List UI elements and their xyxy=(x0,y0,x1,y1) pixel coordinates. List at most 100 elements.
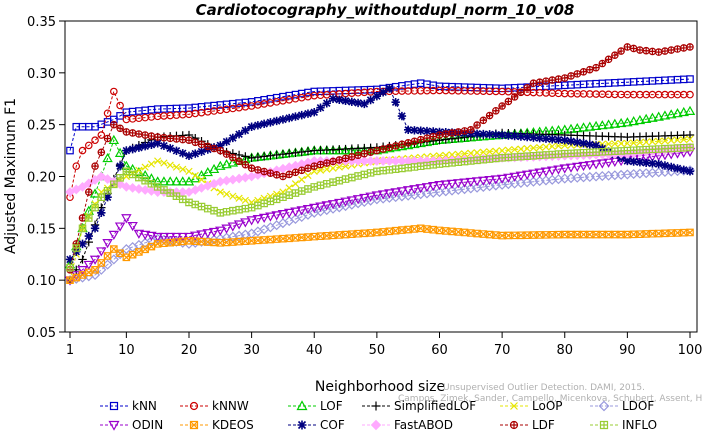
data-point xyxy=(446,179,458,189)
data-point xyxy=(360,149,369,158)
data-point xyxy=(479,148,487,156)
data-point xyxy=(371,191,383,201)
data-point xyxy=(479,129,488,139)
data-point xyxy=(166,134,175,143)
data-point xyxy=(304,185,312,193)
data-point xyxy=(322,159,331,167)
legend-item-fastabod: FastABOD xyxy=(362,418,453,432)
data-point xyxy=(479,116,488,125)
data-point xyxy=(277,210,289,220)
data-point xyxy=(540,167,552,177)
data-point xyxy=(310,108,319,117)
data-point xyxy=(297,147,306,157)
data-point xyxy=(541,134,551,143)
data-point xyxy=(410,163,419,171)
data-point xyxy=(416,126,425,135)
watermark-line-2: Campos, Zimek, Sander, Campello, Micenko… xyxy=(398,394,702,404)
data-point xyxy=(260,236,268,244)
data-point xyxy=(152,233,163,244)
data-point xyxy=(190,231,201,241)
data-point xyxy=(529,133,538,142)
data-point xyxy=(435,131,444,139)
data-point xyxy=(78,146,87,155)
x-tick-label: 70 xyxy=(494,343,511,358)
data-point xyxy=(108,134,120,145)
data-point xyxy=(158,176,170,186)
data-point xyxy=(260,167,268,176)
data-point xyxy=(103,193,112,202)
data-point xyxy=(590,120,602,131)
data-point xyxy=(491,130,501,139)
data-point xyxy=(354,151,362,159)
data-point xyxy=(548,142,556,151)
data-point xyxy=(536,143,544,152)
data-point xyxy=(346,196,358,206)
data-point xyxy=(554,230,563,239)
data-point xyxy=(573,138,582,147)
data-point xyxy=(423,134,431,142)
data-point xyxy=(365,192,376,202)
data-point xyxy=(84,231,93,241)
series-kdeos xyxy=(66,224,694,284)
data-point xyxy=(66,146,74,155)
data-point xyxy=(573,70,582,78)
y-axis: 0.05 0.10 0.15 0.20 0.25 0.30 0.35 xyxy=(27,15,65,341)
data-point xyxy=(366,169,375,177)
data-point xyxy=(510,131,519,141)
data-point xyxy=(178,135,187,144)
data-point xyxy=(352,195,364,205)
data-point xyxy=(347,97,357,107)
data-point xyxy=(628,116,639,126)
legend-marker xyxy=(371,401,381,411)
data-point xyxy=(667,162,676,172)
data-point xyxy=(359,193,370,204)
data-point xyxy=(253,152,263,162)
data-point xyxy=(240,218,251,228)
data-point xyxy=(216,141,225,150)
legend-label: kNN xyxy=(132,399,157,413)
data-point xyxy=(171,176,182,186)
data-point xyxy=(435,226,444,235)
data-point xyxy=(304,164,312,172)
data-point xyxy=(152,232,163,243)
legend-marker xyxy=(370,419,382,431)
data-point xyxy=(647,112,658,122)
data-point xyxy=(322,179,331,188)
data-point xyxy=(590,160,602,170)
data-point xyxy=(686,90,694,99)
data-point xyxy=(266,197,275,206)
data-point xyxy=(429,127,438,136)
data-point xyxy=(283,208,295,218)
data-point xyxy=(517,88,525,97)
data-point xyxy=(278,150,288,159)
legend-marker xyxy=(599,420,609,430)
data-point xyxy=(259,119,269,129)
data-point xyxy=(297,187,306,195)
data-point xyxy=(153,240,162,248)
data-point xyxy=(673,45,682,53)
y-tick-label: 0.10 xyxy=(27,274,56,289)
data-point xyxy=(460,127,469,135)
data-point xyxy=(91,136,99,145)
data-point xyxy=(222,207,231,216)
data-point xyxy=(404,139,412,147)
data-point xyxy=(254,166,262,174)
data-point xyxy=(366,148,375,156)
data-point xyxy=(661,47,669,55)
data-point xyxy=(164,176,176,186)
data-point xyxy=(296,206,307,216)
data-point xyxy=(228,133,238,143)
data-point xyxy=(316,160,325,169)
data-point xyxy=(434,180,445,191)
data-point xyxy=(435,160,444,168)
data-point xyxy=(310,162,319,170)
data-point xyxy=(272,171,281,179)
data-point xyxy=(635,157,645,167)
data-point xyxy=(323,165,331,173)
data-point xyxy=(272,195,281,204)
data-point xyxy=(241,160,250,169)
data-point xyxy=(321,201,332,211)
data-point xyxy=(366,95,375,105)
data-point xyxy=(340,197,351,207)
data-point xyxy=(78,255,87,264)
